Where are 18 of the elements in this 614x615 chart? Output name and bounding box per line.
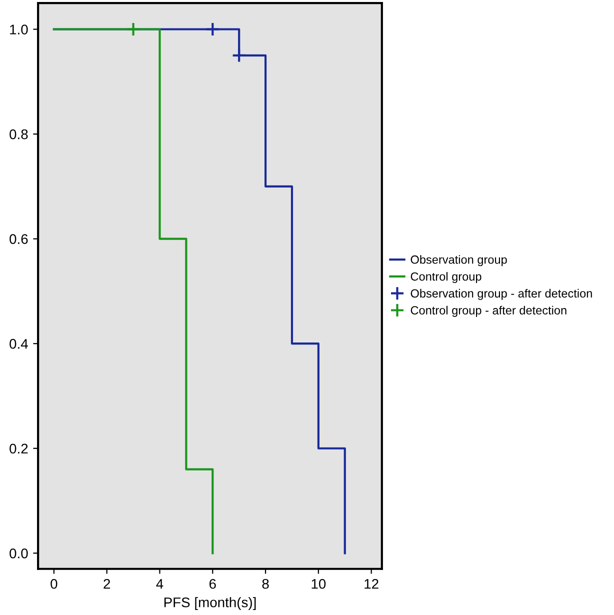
- legend-label: Control group: [410, 272, 482, 284]
- x-tick-label: 6: [209, 578, 216, 589]
- legend-label: Observation group: [410, 255, 507, 266]
- y-tick-label: 0.4: [10, 338, 28, 349]
- y-tick-label: 0.8: [10, 129, 28, 140]
- x-tick-label: 4: [156, 579, 164, 589]
- x-tick-label: 12: [364, 578, 378, 589]
- y-tick-label: 0.6: [10, 234, 28, 244]
- y-tick-label: 0.0: [10, 548, 28, 558]
- x-tick-label: 10: [312, 578, 326, 589]
- y-tick-label: 1.0: [10, 24, 28, 34]
- x-tick-label: 2: [104, 578, 110, 589]
- y-tick-label: 0.2: [10, 444, 28, 454]
- x-tick-label: 8: [262, 578, 269, 589]
- x-tick-label: 0: [50, 578, 58, 589]
- legend-label: Control group - after detection: [410, 306, 566, 317]
- legend-label: Observation group - after detection: [410, 288, 592, 300]
- x-axis-title: PFS [month(s)]: [164, 597, 256, 610]
